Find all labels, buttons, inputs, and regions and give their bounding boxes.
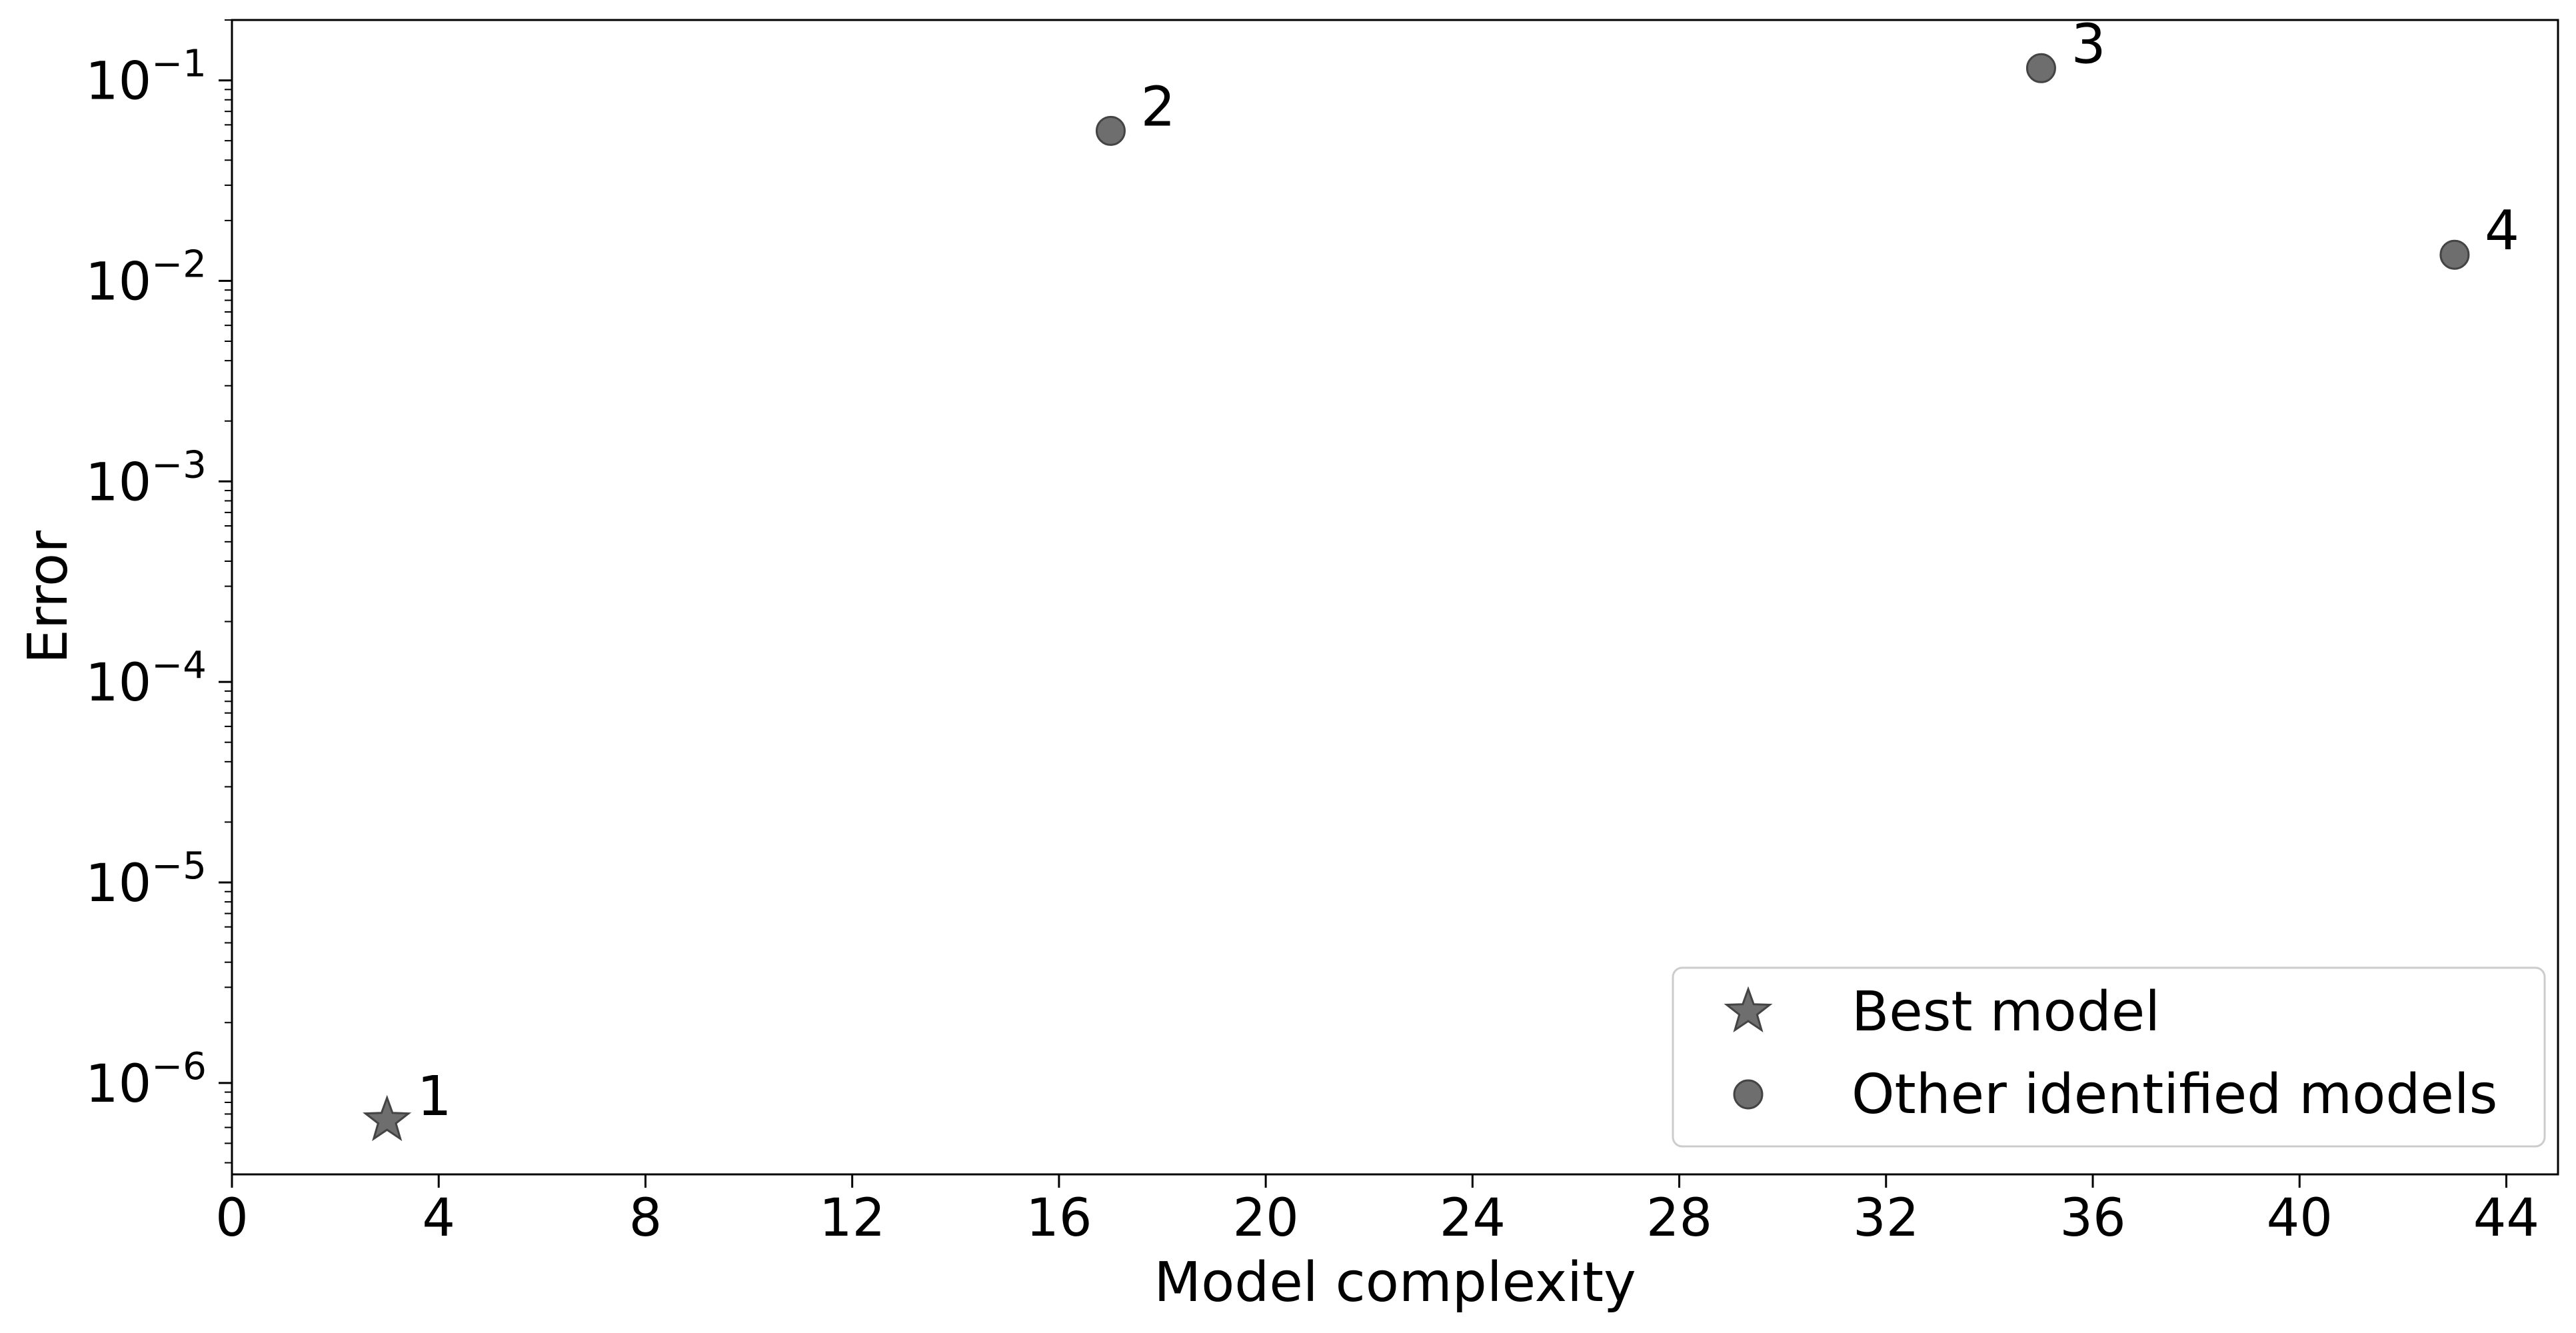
- y-tick-label-1: 10−5: [85, 844, 207, 914]
- point-label-4: 4: [2485, 199, 2519, 263]
- x-tick-label-9: 36: [2059, 1188, 2125, 1248]
- legend-box: [1672, 966, 2546, 1148]
- x-tick-label-10: 40: [2267, 1188, 2333, 1248]
- x-tick-label-5: 20: [1232, 1188, 1298, 1248]
- y-tick-label-4: 10−2: [85, 243, 207, 312]
- x-tick-label-2: 8: [629, 1188, 662, 1248]
- x-tick-label-1: 4: [422, 1188, 455, 1248]
- point-1: [363, 1094, 412, 1142]
- y-tick-label-3: 10−3: [85, 443, 207, 513]
- x-axis-label: Model complexity: [1154, 1251, 1636, 1314]
- point-label-2: 2: [1140, 75, 1175, 139]
- point-3: [2025, 53, 2056, 83]
- x-tick-label-11: 44: [2473, 1188, 2539, 1248]
- x-tick-label-4: 16: [1026, 1188, 1092, 1248]
- legend: Best model Other identified models: [1672, 966, 2546, 1148]
- point-2: [1095, 115, 1126, 146]
- x-tick-label-3: 12: [819, 1188, 885, 1248]
- point-label-1: 1: [417, 1065, 452, 1128]
- x-tick-label-7: 28: [1646, 1188, 1712, 1248]
- x-tick-label-8: 32: [1853, 1188, 1919, 1248]
- ticks-layer: 0 4 8 12 16 20 24 28 32 36 40 4410−610−510−410−310−…: [85, 19, 2539, 1248]
- legend-label-1: Other identified models: [1852, 1063, 2497, 1126]
- plot-frame: [231, 19, 2559, 1176]
- point-label-3: 3: [2071, 13, 2105, 76]
- point-4: [2439, 239, 2470, 270]
- legend-label-0: Best model: [1852, 980, 2160, 1044]
- y-tick-label-2: 10−4: [85, 644, 207, 713]
- y-tick-label-0: 10−6: [85, 1045, 207, 1114]
- legend-marker-1: [1733, 1079, 1764, 1110]
- x-tick-label-6: 24: [1440, 1188, 1506, 1248]
- legend-marker-0: [1724, 986, 1773, 1033]
- y-tick-label-5: 10−1: [85, 43, 207, 112]
- points-layer: 1 2 3 4: [363, 13, 2519, 1142]
- y-axis-label: Error: [17, 531, 80, 664]
- x-tick-label-0: 0: [215, 1188, 249, 1248]
